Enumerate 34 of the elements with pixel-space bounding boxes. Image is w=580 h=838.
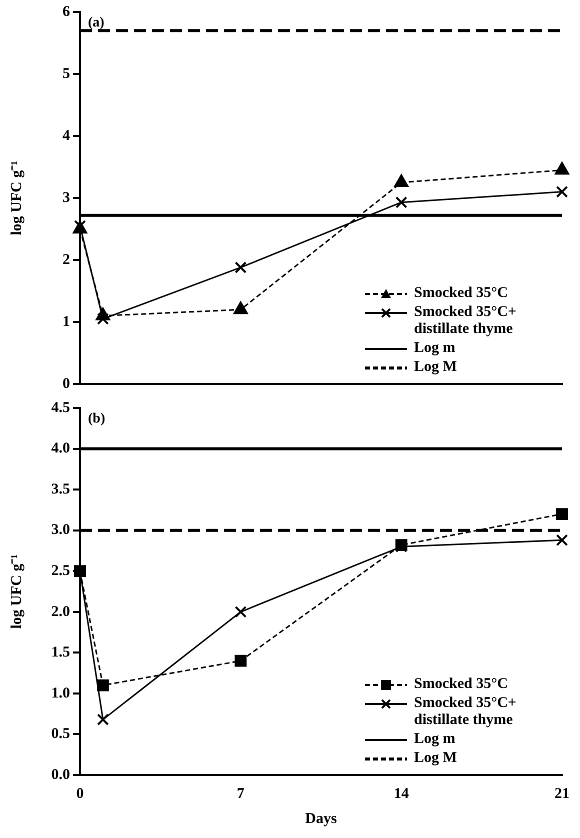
y-tick-label: 3.0 bbox=[51, 522, 70, 538]
legend-label: Smocked 35°C+ distillate thyme bbox=[414, 695, 518, 729]
x-tick-label: 7 bbox=[236, 786, 245, 802]
x-axis-title: Days bbox=[305, 810, 337, 827]
legend-label: Log m bbox=[414, 731, 456, 748]
y-tick-label: 4.0 bbox=[51, 440, 70, 457]
x-tick-label: 14 bbox=[394, 786, 410, 802]
y-tick-label: 3.5 bbox=[51, 481, 70, 498]
y-tick-label: 0.0 bbox=[51, 766, 70, 783]
legend-label: Log m bbox=[414, 340, 456, 357]
y-tick-label: 2.0 bbox=[51, 604, 70, 620]
y-axis-title: log UFC g⁻¹ bbox=[8, 160, 25, 236]
y-tick-label: 4 bbox=[62, 128, 70, 144]
x-tick-label: 0 bbox=[76, 786, 84, 802]
y-tick-label: 0 bbox=[62, 376, 70, 392]
y-tick-label: 2.5 bbox=[51, 562, 70, 579]
y-tick-label: 4.5 bbox=[51, 400, 70, 416]
legend-label: Smocked 35°C bbox=[414, 676, 508, 693]
x-tick-label: 21 bbox=[554, 786, 570, 802]
y-tick-label: 3 bbox=[62, 190, 70, 206]
legend-label: Log M bbox=[414, 359, 457, 376]
y-tick-label: 5 bbox=[62, 66, 70, 82]
annotation: (a) bbox=[88, 16, 105, 31]
y-axis-title: log UFC g⁻¹ bbox=[8, 554, 25, 629]
y-tick-label: 2 bbox=[62, 252, 70, 268]
y-tick-label: 1.5 bbox=[51, 644, 70, 661]
y-tick-label: 1 bbox=[62, 314, 70, 330]
y-tick-label: 6 bbox=[62, 4, 70, 20]
y-tick-label: 0.5 bbox=[51, 726, 70, 742]
annotation: (b) bbox=[88, 412, 106, 427]
legend-label: Log M bbox=[414, 750, 457, 767]
y-tick-label: 1.0 bbox=[51, 685, 70, 702]
legend-label: Smocked 35°C+ distillate thyme bbox=[414, 304, 518, 338]
legend-label: Smocked 35°C bbox=[414, 285, 508, 302]
